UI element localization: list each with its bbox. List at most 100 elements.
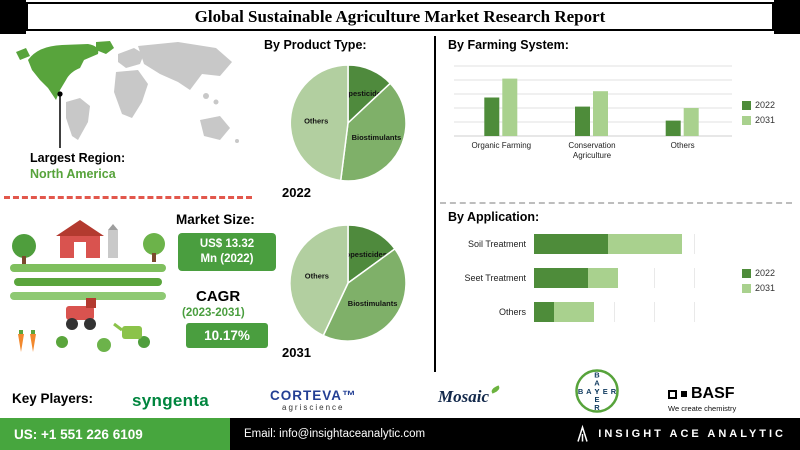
bayer-letter: Y — [594, 387, 599, 396]
map-south-america — [66, 98, 90, 140]
syngenta-logo: syngenta — [132, 391, 210, 410]
legend-swatch — [742, 115, 751, 125]
pie-slice-others — [289, 224, 349, 337]
basf-square-outline-icon — [668, 389, 677, 399]
legend-item: 2022 — [742, 268, 775, 278]
farming-system-legend: 2022 2031 — [742, 100, 775, 125]
map-greenland — [96, 41, 114, 54]
pie-slice-label: Others — [305, 272, 329, 281]
bar-2022 — [575, 106, 590, 136]
vertical-divider — [434, 36, 436, 372]
map-africa — [114, 70, 148, 118]
legend-item: 2031 — [742, 283, 775, 293]
category-label: Others — [671, 141, 695, 150]
product-type-title: By Product Type: — [264, 38, 367, 52]
left-dashed-divider — [4, 196, 252, 199]
region-pin-icon — [57, 91, 63, 97]
map-australia — [200, 116, 230, 140]
world-map — [16, 41, 239, 148]
footer-phone: US: +1 551 226 6109 — [0, 418, 230, 450]
application-row-others: Others — [448, 302, 738, 322]
pie-2022-year-label: 2022 — [282, 185, 311, 200]
right-dashed-divider — [440, 202, 792, 204]
application-row-label: Others — [498, 307, 526, 317]
footer-brand: INSIGHT ACE ANALYTIC — [575, 424, 786, 444]
bar-2031 — [502, 78, 518, 136]
insight-ace-logo-icon — [577, 424, 588, 442]
market-size-label: Market Size: — [176, 212, 255, 227]
legend-item: 2022 — [742, 100, 775, 110]
farming-system-bar-chart: Organic Farming Conservation Agriculture Ot… — [454, 65, 732, 160]
pie-slice-label: Others — [304, 117, 328, 126]
pie-chart-2031: Biopesticides Biostimulants Others — [289, 224, 407, 342]
corteva-logo: CORTEVA™ agriscience — [270, 388, 357, 412]
pie-slice-biopesticides — [347, 224, 396, 285]
pie-slice-label: Biostimulants — [352, 133, 402, 142]
application-row-seet-treatment: Seet Treatment — [448, 268, 738, 288]
pie-slice-label: Biostimulants — [348, 299, 398, 308]
pie-chart-2022: Biopesticides Biostimulants Others — [289, 64, 407, 182]
basf-wordmark: BASF — [691, 385, 735, 402]
mosaic-wordmark: Mosaic — [438, 387, 489, 406]
bayer-letter: A — [586, 387, 592, 396]
bar-track — [534, 302, 734, 322]
cagr-value-badge: 10.17% — [186, 323, 268, 348]
application-row-label: Seet Treatment — [464, 273, 526, 283]
bayer-letter: E — [594, 395, 599, 404]
application-row-label: Soil Treatment — [467, 239, 526, 249]
cagr-period: (2023-2031) — [182, 307, 245, 319]
leaf-icon — [490, 385, 501, 394]
market-size-value-line1: US$ 13.32 — [199, 238, 255, 251]
basf-tagline: We create chemistry — [668, 404, 737, 413]
bar-segment-2031 — [554, 302, 594, 322]
bar-segment-2022 — [534, 268, 588, 288]
bayer-letter: E — [603, 387, 608, 396]
bayer-ring — [575, 369, 619, 413]
key-players-label: Key Players: — [12, 391, 94, 406]
bayer-letter: R — [594, 403, 600, 412]
category-label: Conservation Agriculture — [568, 141, 615, 160]
pie-slice-biostimulants — [339, 82, 407, 182]
largest-region-label: Largest Region: — [30, 151, 126, 165]
bar-2022 — [484, 97, 500, 136]
bar-segment-2031 — [588, 268, 618, 288]
map-europe — [118, 48, 144, 68]
footer-bar: Email: info@insightaceanalytic.com INSIG… — [230, 418, 800, 450]
pie-slice-biostimulants — [322, 247, 407, 342]
bayer-letter: B — [578, 387, 584, 396]
mosaic-logo: Mosaic — [438, 385, 501, 407]
corteva-wordmark: CORTEVA™ — [270, 388, 357, 403]
legend-item: 2031 — [742, 115, 775, 125]
pie-2031-year-label: 2031 — [282, 345, 311, 360]
footer-brand-name: INSIGHT ACE ANALYTIC — [598, 428, 786, 440]
pie-slice-label: Biopesticides — [336, 89, 385, 98]
bar-2031 — [593, 91, 608, 136]
bar-2022 — [665, 120, 681, 136]
map-north-america — [28, 44, 99, 100]
corteva-subtext: agriscience — [282, 403, 345, 412]
bar-segment-2031 — [608, 234, 682, 254]
legend-label: 2031 — [755, 283, 776, 293]
bar-segment-2022 — [534, 302, 554, 322]
header-right-cap — [774, 0, 800, 34]
bar-2031 — [683, 108, 699, 136]
bar-track — [534, 268, 734, 288]
map-island — [213, 99, 219, 105]
legend-label: 2031 — [755, 115, 776, 125]
bayer-letter: A — [594, 379, 600, 388]
application-title: By Application: — [448, 210, 540, 224]
application-bar-chart: Soil Treatment Seet Treatment Others — [448, 234, 738, 322]
map-asia — [138, 42, 232, 90]
farming-system-title: By Farming System: — [448, 38, 569, 52]
legend-label: 2022 — [755, 268, 776, 278]
basf-square-solid-icon — [681, 391, 687, 397]
footer-email: Email: info@insightaceanalytic.com — [244, 428, 426, 440]
largest-region-value: North America — [30, 167, 116, 181]
legend-swatch — [742, 283, 751, 293]
bayer-letter: B — [594, 370, 600, 379]
legend-swatch — [742, 268, 751, 278]
farm-illustration — [10, 220, 166, 352]
basf-logo: BASF We create chemistry — [668, 385, 736, 413]
category-label: Organic Farming — [472, 141, 532, 150]
